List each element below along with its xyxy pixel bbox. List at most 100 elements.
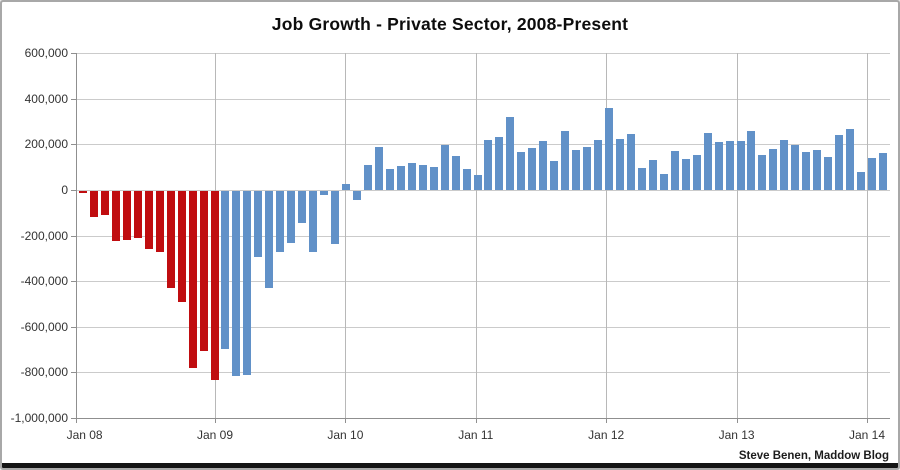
bar-Dec-09 bbox=[331, 190, 340, 245]
bar-Jun-10 bbox=[396, 165, 405, 190]
bar-Feb-10 bbox=[352, 190, 361, 200]
bar-Apr-08 bbox=[111, 190, 120, 242]
y-axis-label: 400,000 bbox=[24, 91, 68, 106]
bar-Feb-14 bbox=[878, 153, 887, 190]
x-axis-label: Jan 14 bbox=[848, 428, 886, 442]
attribution-text: Steve Benen, Maddow Blog bbox=[738, 450, 889, 462]
bar-Feb-12 bbox=[615, 138, 624, 190]
bar-Apr-11 bbox=[506, 116, 515, 190]
y-axis-line bbox=[76, 53, 77, 419]
bar-Nov-08 bbox=[188, 190, 197, 368]
bar-Nov-11 bbox=[583, 146, 592, 190]
bar-Feb-11 bbox=[484, 139, 493, 190]
bar-Jul-13 bbox=[802, 152, 811, 190]
gridline-horizontal bbox=[76, 98, 890, 100]
bar-May-08 bbox=[122, 190, 131, 240]
bar-Jun-09 bbox=[265, 190, 274, 288]
bar-Nov-13 bbox=[846, 129, 855, 190]
y-axis-label: -800,000 bbox=[20, 365, 68, 380]
bar-Oct-08 bbox=[177, 190, 186, 302]
bar-Aug-08 bbox=[155, 190, 164, 253]
bar-May-13 bbox=[780, 139, 789, 190]
footer-bar bbox=[2, 463, 898, 468]
y-axis-tick bbox=[71, 372, 76, 374]
bar-Dec-10 bbox=[462, 169, 471, 190]
bar-Jan-10 bbox=[342, 184, 350, 190]
bar-Oct-09 bbox=[309, 190, 318, 253]
bar-May-09 bbox=[254, 190, 263, 258]
y-axis-label: 600,000 bbox=[24, 46, 68, 60]
x-axis-tick bbox=[76, 418, 77, 423]
bar-Jul-11 bbox=[539, 140, 548, 190]
bar-Jan-14 bbox=[868, 157, 876, 190]
gridline-vertical bbox=[606, 53, 608, 418]
y-axis-tick bbox=[71, 418, 76, 419]
bar-Jun-08 bbox=[133, 190, 142, 238]
bar-Jun-12 bbox=[659, 173, 668, 190]
bar-Apr-12 bbox=[637, 168, 646, 190]
bar-Feb-08 bbox=[89, 190, 98, 218]
x-axis-label: Jan 13 bbox=[718, 428, 755, 442]
bar-Dec-13 bbox=[857, 171, 866, 190]
bar-Nov-10 bbox=[451, 155, 460, 190]
bar-Sep-08 bbox=[166, 190, 175, 288]
x-axis-tick bbox=[345, 418, 347, 423]
bar-Jun-11 bbox=[528, 147, 537, 190]
x-axis-tick bbox=[215, 418, 216, 423]
bar-Jan-12 bbox=[605, 107, 613, 190]
x-axis-label: Jan 12 bbox=[588, 428, 625, 442]
bar-Sep-12 bbox=[692, 154, 701, 190]
bar-Dec-08 bbox=[199, 190, 208, 351]
bar-May-10 bbox=[385, 169, 394, 190]
bar-Jun-13 bbox=[791, 145, 800, 190]
y-axis-tick bbox=[71, 189, 76, 191]
y-axis-label: 200,000 bbox=[24, 137, 68, 152]
gridline-horizontal bbox=[76, 144, 890, 146]
bar-May-11 bbox=[517, 152, 526, 190]
gridline-horizontal bbox=[76, 372, 890, 374]
bar-Sep-11 bbox=[561, 130, 570, 190]
gridline-vertical bbox=[867, 53, 868, 418]
gridline-horizontal bbox=[76, 189, 890, 191]
y-axis-label: 0 bbox=[61, 182, 68, 197]
x-axis-label: Jan 09 bbox=[196, 428, 234, 442]
bar-Jul-12 bbox=[670, 151, 679, 190]
x-axis-tick bbox=[867, 418, 868, 423]
y-axis-label: -200,000 bbox=[20, 228, 68, 243]
bar-Oct-11 bbox=[572, 149, 581, 190]
gridline-horizontal bbox=[76, 53, 890, 54]
gridline-vertical bbox=[475, 53, 477, 418]
gridline-horizontal bbox=[76, 326, 890, 328]
bar-Jan-09 bbox=[210, 190, 219, 381]
bar-May-12 bbox=[648, 160, 657, 190]
x-axis-label: Jan 08 bbox=[66, 428, 103, 442]
bar-Jul-09 bbox=[276, 190, 285, 253]
bar-Nov-09 bbox=[320, 190, 329, 196]
y-axis-label: -600,000 bbox=[20, 319, 68, 334]
y-axis-tick bbox=[71, 98, 76, 100]
bar-Oct-13 bbox=[835, 135, 844, 190]
bar-Sep-13 bbox=[824, 156, 833, 190]
x-axis-line bbox=[76, 418, 890, 419]
bar-Mar-09 bbox=[232, 190, 241, 376]
bar-Mar-10 bbox=[363, 164, 372, 190]
gridline-vertical bbox=[736, 53, 738, 418]
y-axis-tick bbox=[71, 326, 76, 328]
bar-Aug-13 bbox=[813, 149, 822, 190]
bar-Mar-08 bbox=[100, 190, 109, 215]
y-axis-tick bbox=[71, 281, 76, 283]
bar-Aug-09 bbox=[287, 190, 296, 244]
bar-Nov-12 bbox=[714, 141, 723, 190]
x-axis-label: Jan 11 bbox=[458, 428, 494, 442]
bar-Mar-13 bbox=[758, 154, 767, 190]
bar-Dec-12 bbox=[725, 140, 734, 190]
bar-Dec-11 bbox=[594, 139, 603, 190]
bar-Sep-10 bbox=[429, 167, 438, 190]
bar-Jul-10 bbox=[407, 162, 416, 190]
bar-Mar-12 bbox=[626, 133, 635, 190]
x-axis-label: Jan 10 bbox=[327, 428, 364, 442]
y-axis-tick bbox=[71, 144, 76, 146]
bar-Feb-09 bbox=[221, 190, 230, 350]
